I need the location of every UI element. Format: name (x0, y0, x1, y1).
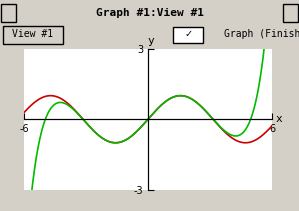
Text: y: y (147, 36, 154, 46)
Text: Graph (Finished): Graph (Finished) (224, 29, 299, 39)
Text: ✓: ✓ (184, 29, 193, 39)
Text: x: x (275, 114, 282, 124)
FancyBboxPatch shape (173, 27, 203, 43)
FancyBboxPatch shape (1, 4, 16, 22)
Text: View #1: View #1 (12, 29, 54, 39)
FancyBboxPatch shape (3, 26, 63, 44)
Text: Graph #1:View #1: Graph #1:View #1 (95, 8, 204, 18)
FancyBboxPatch shape (283, 4, 298, 22)
